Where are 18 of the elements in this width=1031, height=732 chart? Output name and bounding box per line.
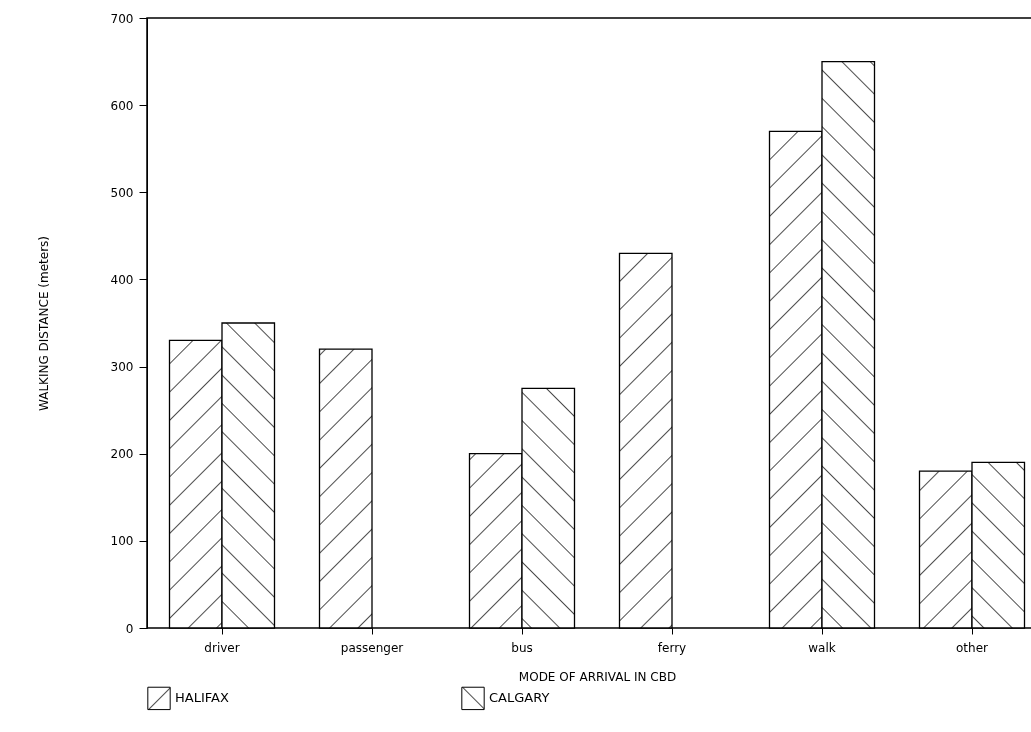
x-tick-label: other	[956, 640, 989, 655]
x-tick-label: bus	[511, 640, 533, 655]
y-tick-label: 700	[110, 11, 134, 26]
x-tick-label: walk	[808, 640, 836, 655]
y-tick-label: 100	[110, 534, 134, 549]
y-tick-label: 500	[110, 185, 134, 200]
y-tick-label: 0	[125, 621, 134, 636]
y-tick-label: 300	[110, 360, 134, 375]
x-axis-title: MODE OF ARRIVAL IN CBD	[518, 669, 677, 684]
y-tick-label: 600	[110, 98, 134, 113]
x-tick-label: ferry	[657, 640, 687, 655]
y-tick-label: 400	[110, 272, 134, 287]
y-axis-title: WALKING DISTANCE (meters)	[36, 235, 51, 412]
x-tick-label: driver	[204, 640, 240, 655]
y-tick-label: 200	[110, 447, 134, 462]
legend-label: HALIFAX	[175, 690, 229, 706]
x-tick-label: passenger	[340, 640, 404, 655]
legend-label: CALGARY	[489, 690, 550, 706]
